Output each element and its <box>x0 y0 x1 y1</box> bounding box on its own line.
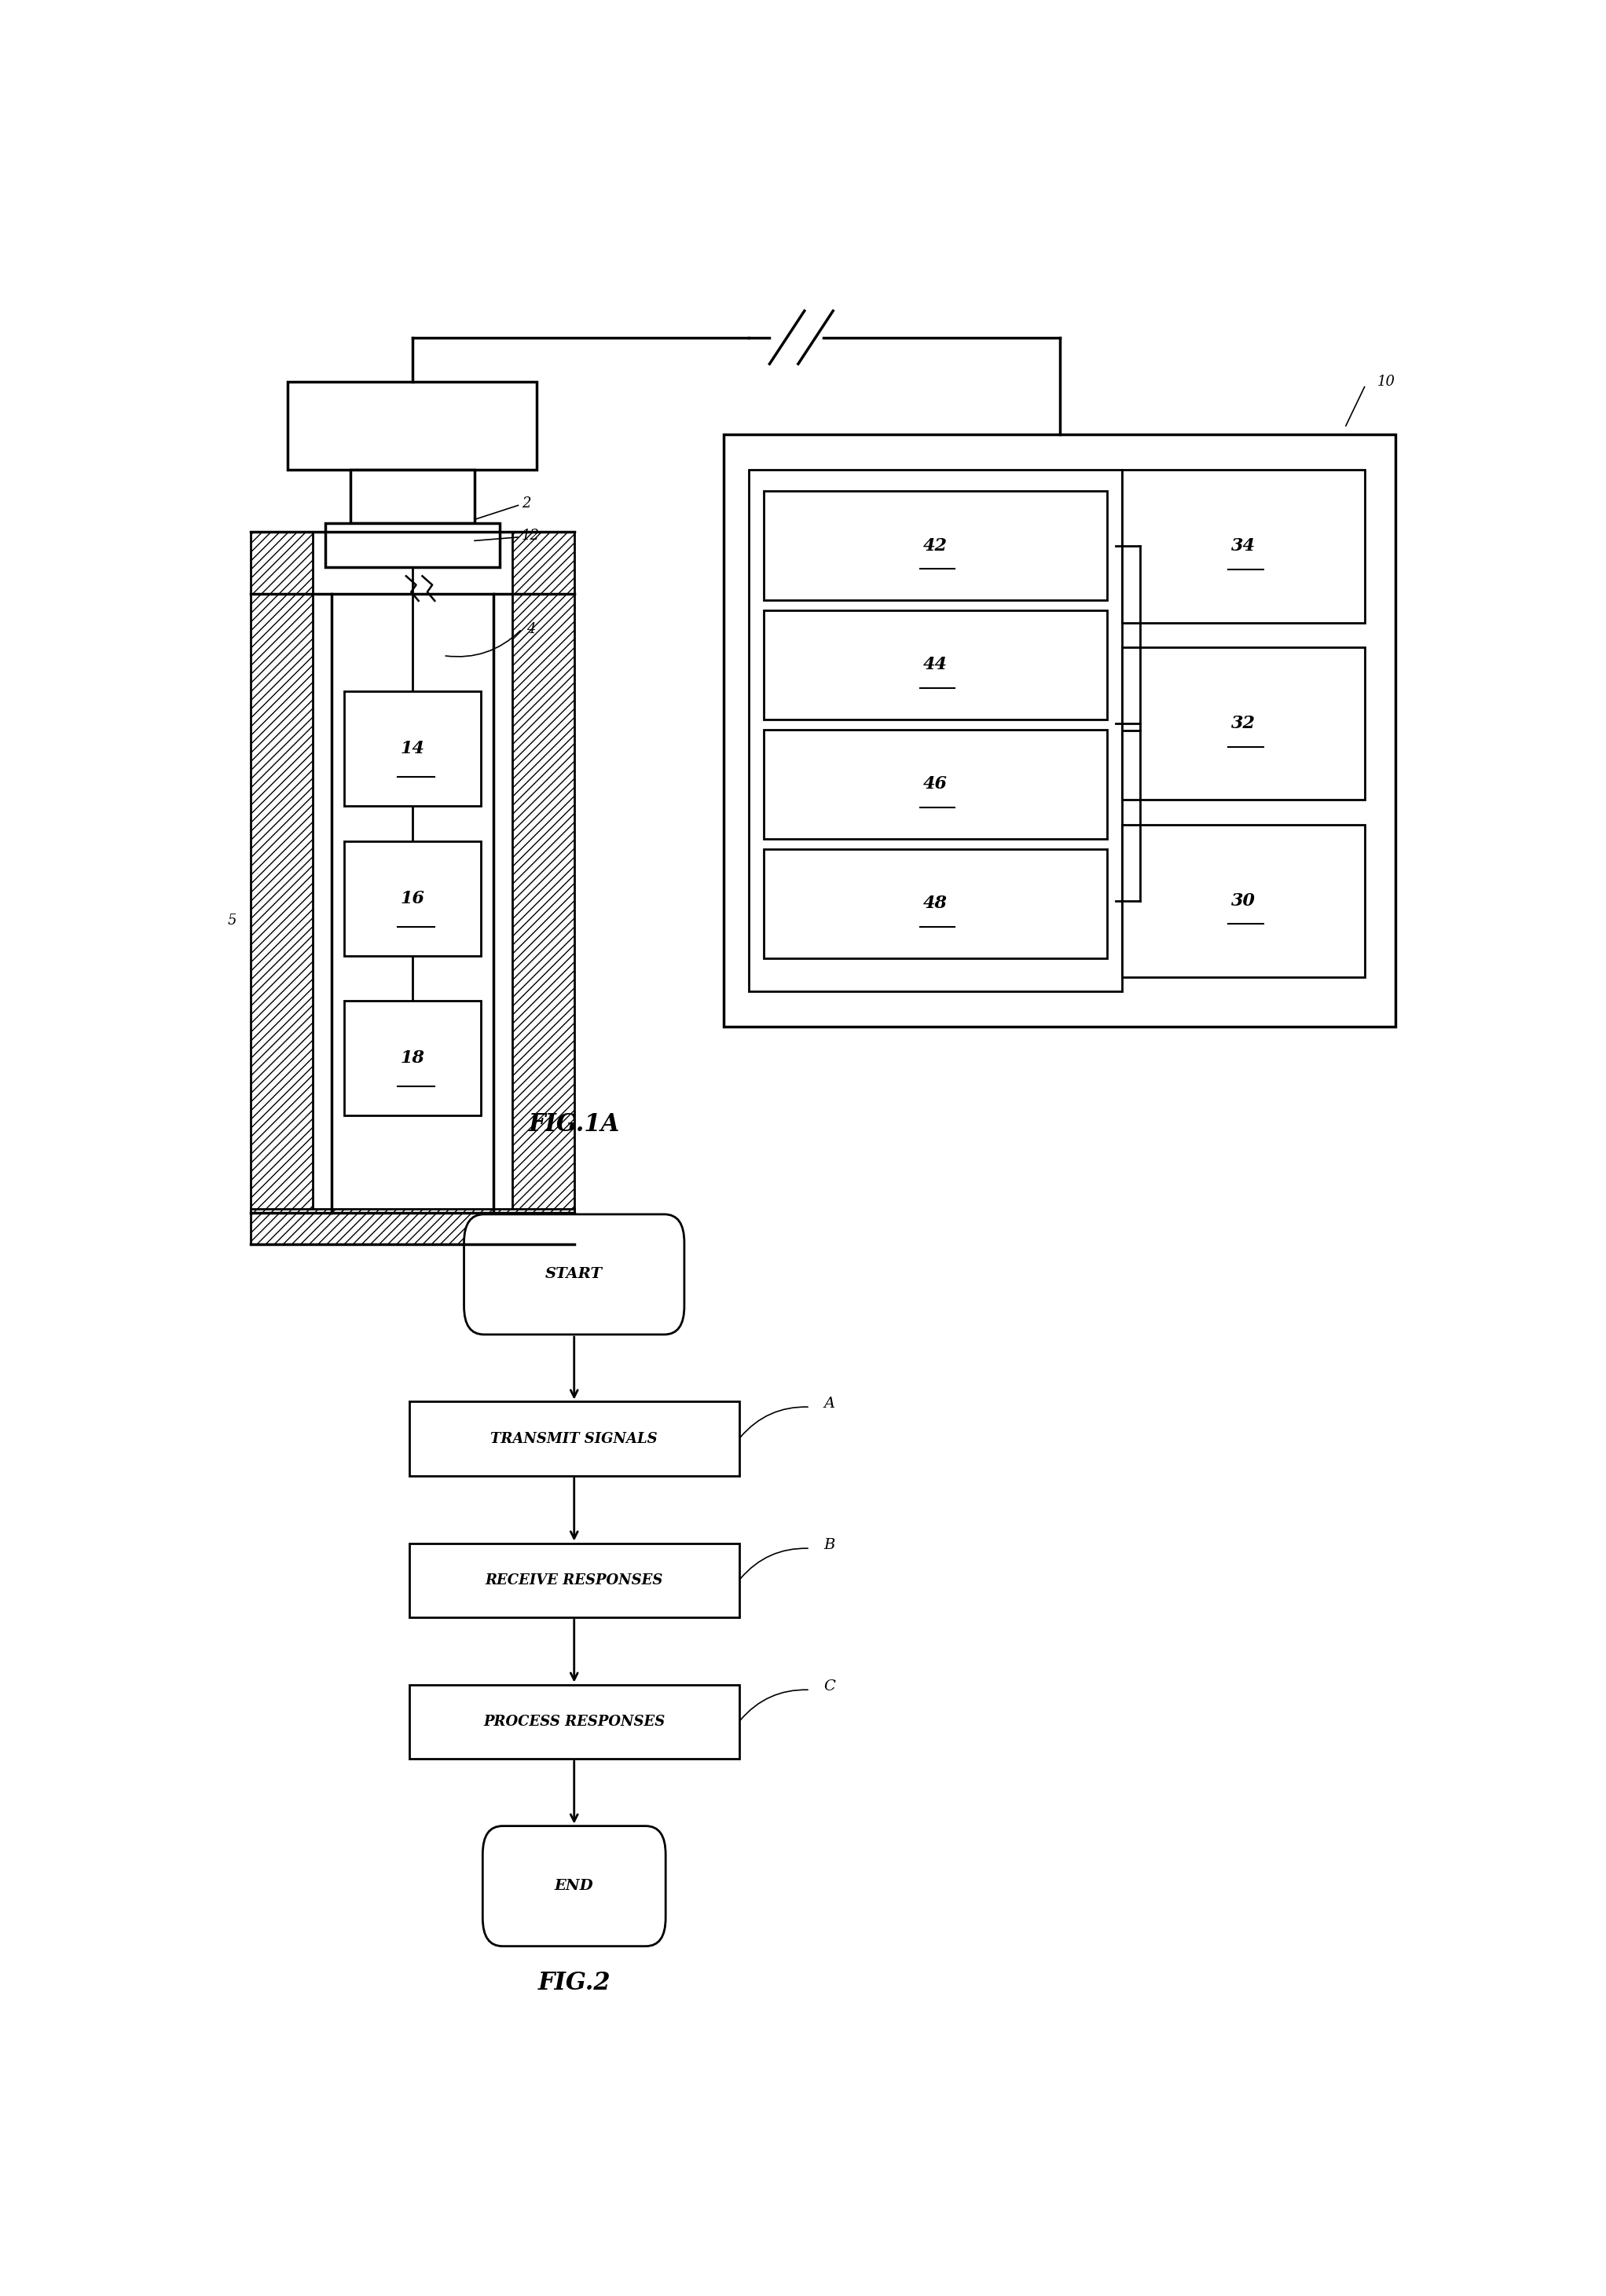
Bar <box>763 850 1107 957</box>
Text: 30: 30 <box>1230 893 1256 909</box>
Bar <box>410 1685 739 1759</box>
Text: START: START <box>546 1267 602 1281</box>
Bar <box>1121 824 1365 978</box>
Text: 42: 42 <box>923 537 948 553</box>
Text: 32: 32 <box>1230 714 1256 732</box>
Bar <box>1121 471 1365 622</box>
Bar <box>251 1210 575 1244</box>
Text: FIG.2: FIG.2 <box>538 1972 610 1995</box>
Text: B: B <box>824 1538 835 1552</box>
Text: 18: 18 <box>400 1049 424 1065</box>
Text: END: END <box>554 1878 594 1894</box>
Text: 50: 50 <box>1143 677 1163 691</box>
Text: 5: 5 <box>228 914 236 928</box>
Bar <box>350 471 475 523</box>
Bar <box>763 611 1107 719</box>
Bar <box>1121 647 1365 799</box>
Text: 4: 4 <box>527 622 536 636</box>
Bar <box>344 691 480 806</box>
Bar <box>723 434 1396 1026</box>
Text: C: C <box>824 1678 835 1694</box>
Text: 44: 44 <box>923 657 948 673</box>
Bar <box>763 730 1107 838</box>
Text: 34: 34 <box>1230 537 1256 556</box>
Text: 16: 16 <box>400 891 424 907</box>
Bar <box>344 840 480 955</box>
Bar <box>512 595 575 1212</box>
Text: 14: 14 <box>400 739 424 758</box>
Bar <box>251 595 313 1212</box>
Text: 2: 2 <box>522 496 532 510</box>
Text: 48: 48 <box>923 895 948 912</box>
Text: PROCESS RESPONSES: PROCESS RESPONSES <box>483 1715 665 1729</box>
FancyBboxPatch shape <box>464 1215 684 1334</box>
FancyBboxPatch shape <box>483 1825 665 1947</box>
Bar <box>251 533 313 595</box>
Text: FIG.1A: FIG.1A <box>528 1111 620 1137</box>
Text: 12: 12 <box>522 528 540 542</box>
Text: 46: 46 <box>923 776 948 792</box>
Bar <box>763 491 1107 599</box>
Text: TRANSMIT SIGNALS: TRANSMIT SIGNALS <box>490 1433 658 1446</box>
Text: 10: 10 <box>1376 374 1396 388</box>
Bar <box>512 533 575 595</box>
Bar <box>748 471 1121 992</box>
Bar <box>410 1543 739 1616</box>
Text: RECEIVE RESPONSES: RECEIVE RESPONSES <box>485 1573 663 1587</box>
Bar <box>287 381 536 471</box>
Bar <box>344 1001 480 1116</box>
Bar <box>326 523 499 567</box>
Bar <box>410 1401 739 1476</box>
Text: A: A <box>824 1396 835 1410</box>
